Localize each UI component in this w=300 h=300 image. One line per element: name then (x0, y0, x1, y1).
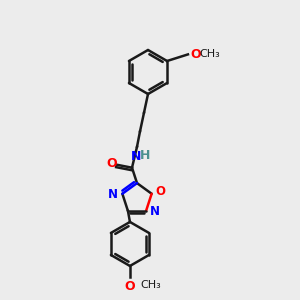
Text: H: H (140, 149, 150, 162)
Text: N: N (150, 206, 160, 218)
Text: O: O (124, 280, 135, 293)
Text: CH₃: CH₃ (199, 50, 220, 59)
Text: O: O (156, 185, 166, 198)
Text: N: N (131, 150, 141, 163)
Text: CH₃: CH₃ (140, 280, 161, 290)
Text: N: N (108, 188, 118, 201)
Text: O: O (106, 157, 117, 170)
Text: O: O (190, 48, 201, 61)
